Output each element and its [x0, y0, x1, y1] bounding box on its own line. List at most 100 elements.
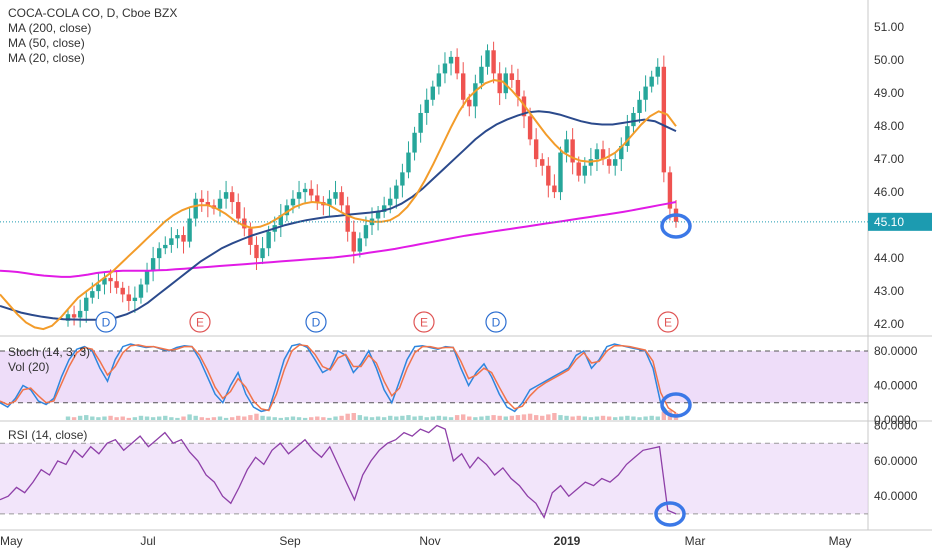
volume-bar — [606, 416, 612, 420]
volume-bar — [248, 415, 253, 420]
candle — [333, 192, 338, 199]
volume-bar — [211, 417, 217, 420]
stoch-legend: Stoch (14, 3, 3) Vol (20) — [8, 345, 90, 375]
rsi-line — [0, 424, 677, 519]
candle — [266, 231, 271, 249]
volume-bar — [108, 415, 113, 420]
volume-bar — [345, 413, 350, 420]
volume-bar — [254, 413, 259, 420]
candle — [491, 50, 496, 74]
stoch-tick-label: 80.0000 — [874, 344, 918, 358]
candle — [163, 244, 168, 249]
ma20-legend: MA (20, close) — [8, 51, 85, 65]
candle — [236, 202, 241, 219]
price-tick-label: 49.00 — [874, 86, 904, 100]
candle — [406, 152, 411, 173]
volume-bar — [588, 417, 594, 420]
candle — [467, 99, 472, 107]
rsi-tick-label: 40.0000 — [874, 489, 918, 503]
event-marker-label: D — [102, 316, 111, 330]
candle — [546, 165, 551, 186]
volume-bar — [631, 416, 636, 420]
candle — [339, 192, 344, 206]
candle — [363, 225, 369, 239]
volume-bar — [540, 415, 545, 420]
volume-bar — [448, 417, 454, 420]
volume-bar — [655, 416, 660, 420]
candle — [114, 281, 119, 288]
candle — [102, 277, 107, 285]
candle — [157, 248, 162, 259]
event-marker-label: D — [312, 316, 321, 330]
candle — [217, 198, 223, 209]
candle — [558, 152, 563, 193]
candle — [290, 198, 296, 206]
candle — [540, 159, 545, 166]
candle — [619, 145, 624, 160]
candle — [533, 139, 539, 160]
candle — [424, 99, 429, 113]
volume-bar — [260, 415, 265, 420]
volume-bar — [430, 416, 435, 420]
candle — [643, 86, 648, 100]
volume-bar — [454, 415, 460, 420]
last-price-label: 45.10 — [874, 215, 904, 229]
price-tick-label: 44.00 — [874, 251, 904, 265]
candle — [181, 235, 186, 242]
volume-bar — [649, 415, 654, 420]
volume-bar — [533, 415, 539, 420]
volume-bar — [327, 417, 332, 420]
price-tick-label: 42.00 — [874, 317, 904, 331]
candle — [552, 185, 557, 193]
candle — [509, 73, 515, 80]
volume-bar — [406, 415, 411, 420]
candle — [132, 297, 138, 302]
candle — [400, 172, 405, 186]
symbol-title: COCA-COLA CO, D, Cboe BZX — [8, 6, 178, 20]
volume-bar — [576, 415, 581, 420]
candle — [138, 284, 144, 298]
volume-bar — [619, 416, 624, 420]
volume-bar — [157, 416, 162, 420]
volume-bar — [96, 417, 101, 420]
candle — [296, 192, 302, 199]
highlight-circle — [654, 501, 686, 527]
volume-bar — [71, 417, 77, 420]
chart-legend: COCA-COLA CO, D, Cboe BZX MA (200, close… — [8, 6, 177, 66]
volume-bar — [467, 416, 472, 420]
volume-bar — [394, 416, 399, 420]
volume-bar — [290, 416, 296, 420]
volume-bar — [272, 417, 277, 420]
candle — [661, 66, 667, 173]
stoch-tick-label: 40.0000 — [874, 378, 918, 392]
volume-bar — [473, 417, 478, 420]
volume-bar — [637, 417, 642, 420]
candle — [388, 198, 393, 206]
volume-bar — [333, 416, 338, 420]
candle — [77, 310, 83, 318]
event-marker-label: E — [420, 316, 428, 330]
volume-bar — [199, 417, 204, 420]
volume-bar — [278, 417, 283, 420]
candle — [485, 50, 490, 67]
candle — [108, 277, 113, 282]
candle — [351, 231, 356, 252]
volume-bar — [169, 417, 174, 420]
candle — [315, 195, 320, 203]
volume-bar — [625, 415, 630, 420]
candle — [436, 73, 442, 87]
candle — [284, 205, 290, 216]
ma20-line — [0, 78, 677, 331]
time-tick-label: Jul — [140, 534, 155, 548]
candle — [144, 271, 150, 285]
volume-bar — [527, 413, 533, 420]
event-marker-label: E — [664, 316, 672, 330]
volume-bar — [229, 417, 235, 420]
candle — [381, 205, 387, 212]
candle — [169, 238, 174, 245]
candle — [570, 139, 575, 163]
candle — [187, 218, 192, 242]
volume-bar — [375, 416, 381, 420]
volume-bar — [284, 417, 290, 420]
